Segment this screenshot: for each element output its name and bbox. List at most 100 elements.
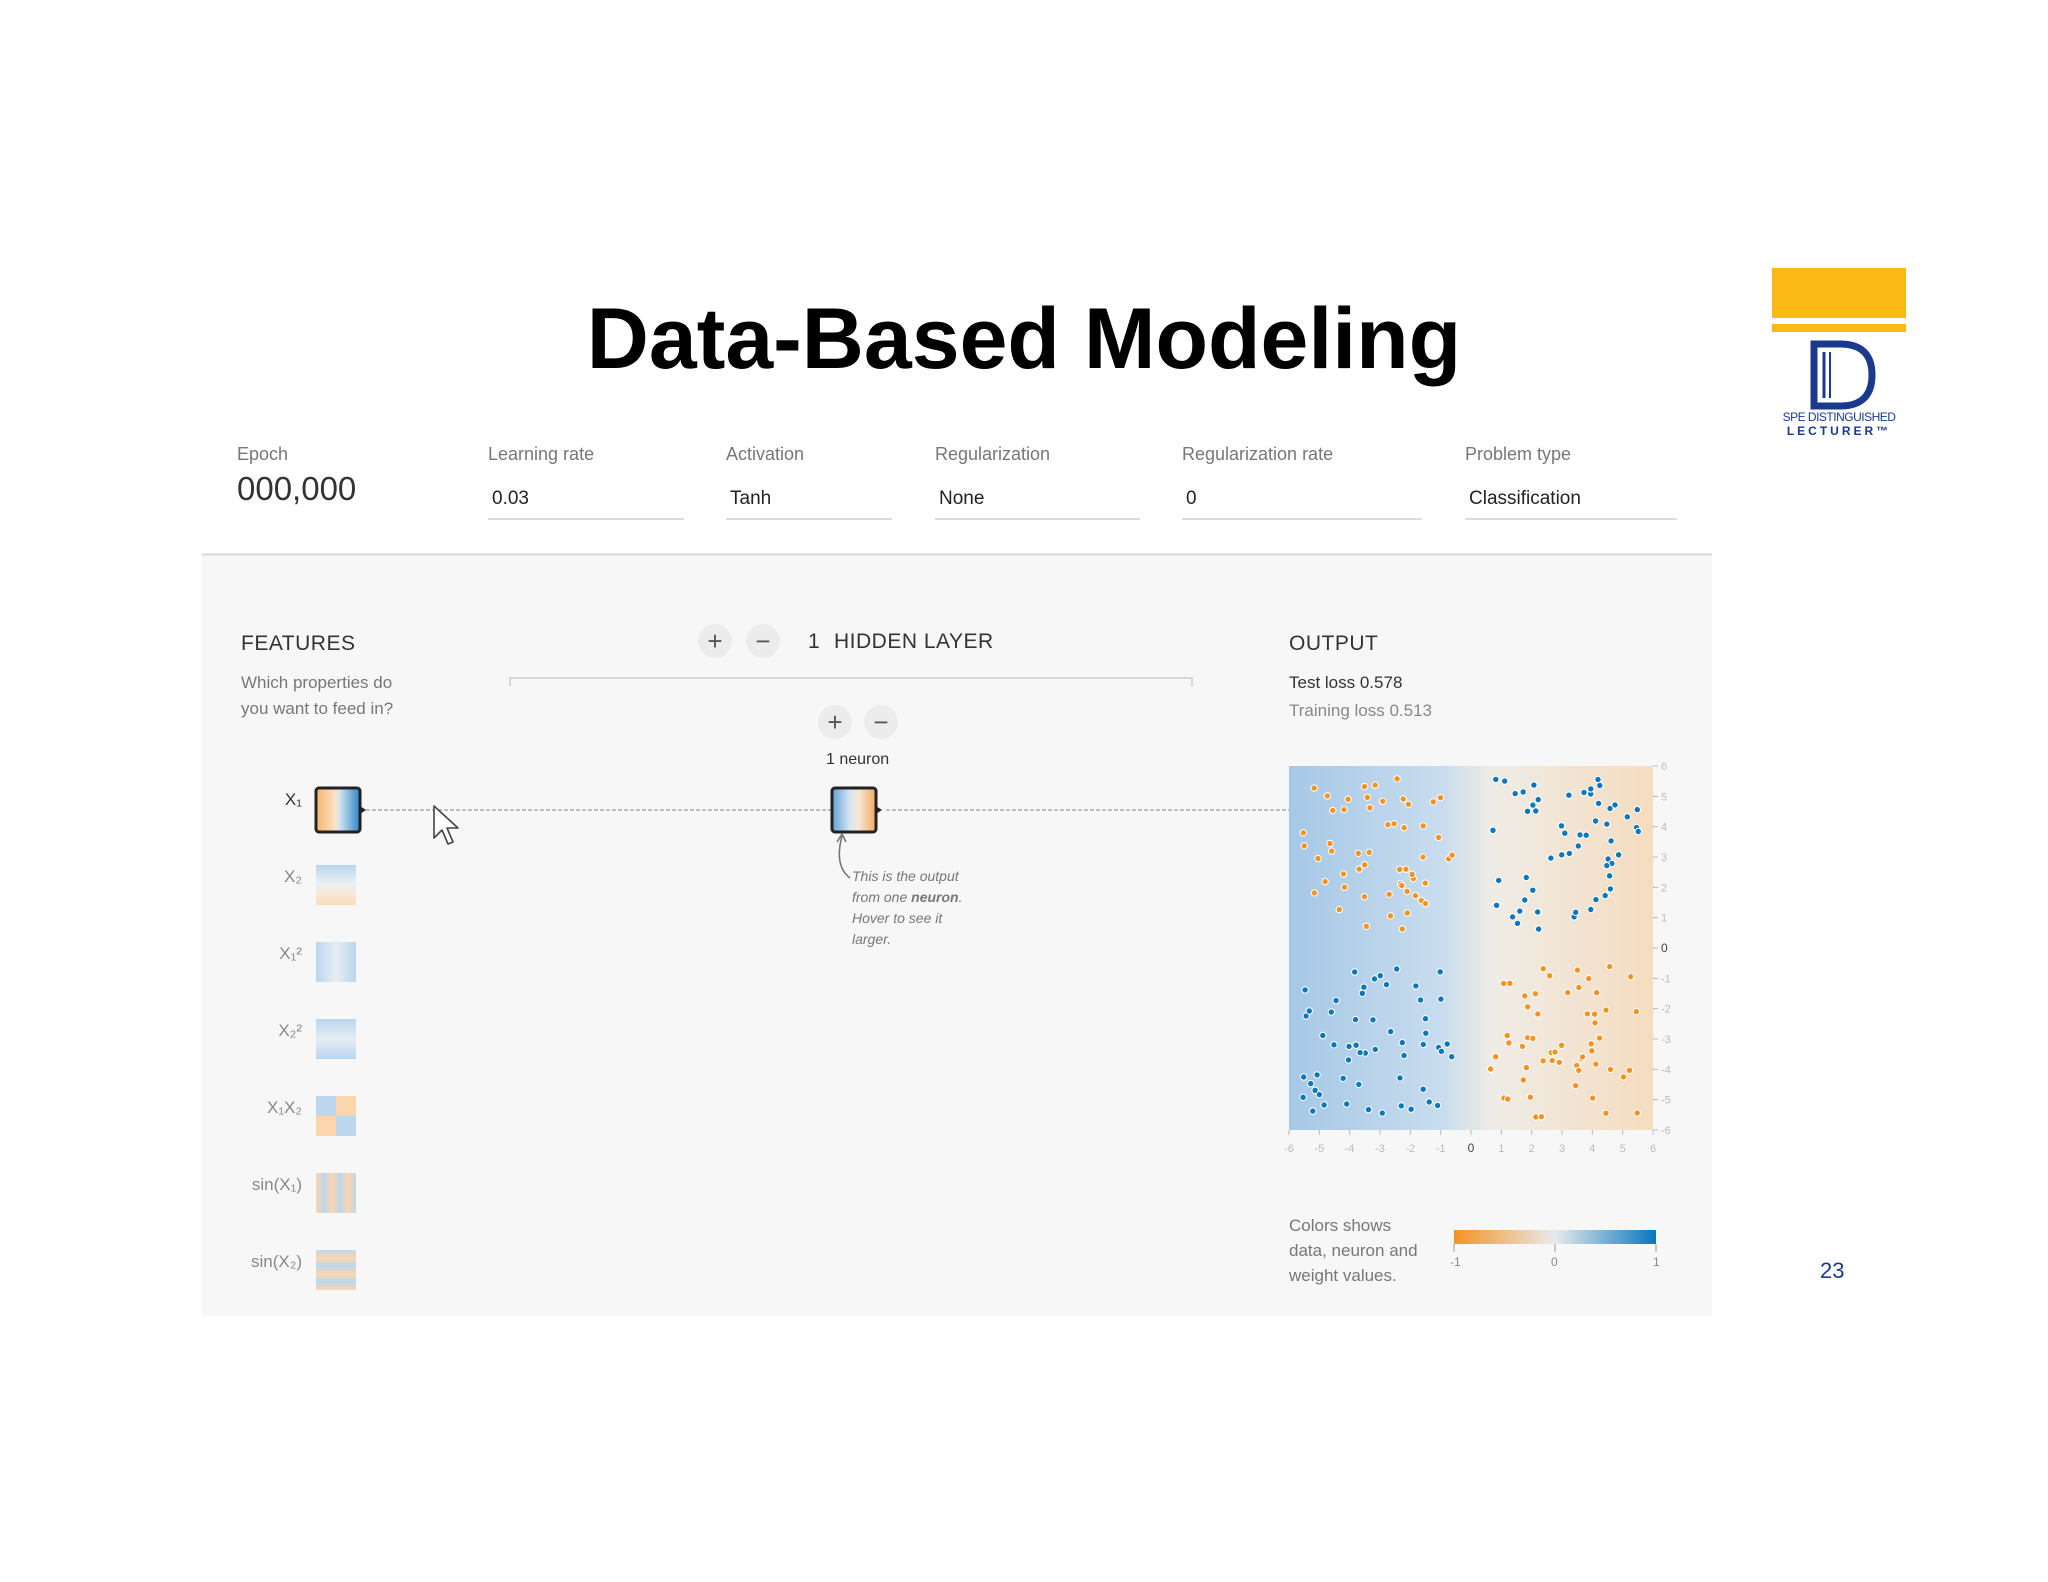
data-point-blue — [1345, 1042, 1353, 1051]
data-point-blue — [1376, 972, 1385, 980]
data-point-blue — [1448, 1053, 1456, 1061]
remove-neuron-button[interactable]: − — [864, 705, 898, 739]
data-point-orange — [1592, 988, 1601, 997]
data-point-orange — [1340, 805, 1348, 814]
data-point-orange — [1564, 988, 1572, 997]
data-point-orange — [1486, 1065, 1495, 1073]
data-point-blue — [1501, 777, 1509, 785]
data-point-orange — [1590, 1010, 1599, 1018]
data-point-orange — [1326, 839, 1334, 848]
data-point-blue — [1355, 1080, 1363, 1089]
feature-x1-box[interactable] — [314, 786, 368, 836]
data-point-orange — [1602, 1109, 1610, 1117]
data-point-orange — [1340, 883, 1349, 891]
feature-x1x2-box[interactable] — [314, 1094, 358, 1138]
y-tick-label: 5 — [1661, 791, 1667, 803]
data-point-orange — [1335, 905, 1343, 914]
data-point-blue — [1299, 1093, 1307, 1101]
hidden-neuron[interactable] — [830, 786, 890, 838]
data-point-blue — [1511, 789, 1519, 798]
data-point-blue — [1319, 1031, 1327, 1040]
data-point-orange — [1386, 912, 1395, 920]
data-point-orange — [1588, 1047, 1596, 1055]
data-point-blue — [1330, 1041, 1338, 1049]
data-point-blue — [1529, 801, 1537, 809]
neuron-note-line2: from one neuron. — [852, 887, 962, 908]
neuron-note: This is the output from one neuron. Hove… — [852, 866, 962, 950]
data-point-blue — [1433, 1101, 1442, 1110]
data-point-orange — [1583, 1010, 1591, 1018]
data-point-orange — [1385, 890, 1393, 899]
data-point-orange — [1393, 775, 1401, 783]
learning-rate-select[interactable]: 0.03 — [492, 488, 529, 509]
data-point-blue — [1557, 822, 1566, 830]
data-point-orange — [1361, 861, 1369, 869]
data-point-blue — [1387, 1027, 1395, 1036]
data-point-orange — [1403, 887, 1411, 896]
data-point-blue — [1437, 1047, 1446, 1055]
feature-label-x2: X₂ — [284, 867, 302, 886]
data-point-blue — [1594, 799, 1603, 808]
neuron-count-label: 1 neuron — [826, 751, 890, 768]
regularization-rate-select[interactable]: 0 — [1186, 488, 1197, 509]
training-loss: Training loss 0.513 — [1289, 701, 1433, 720]
learning-rate-underline — [488, 518, 684, 520]
data-point-blue — [1634, 827, 1642, 836]
data-point-blue — [1611, 801, 1619, 809]
data-point-orange — [1339, 870, 1348, 878]
data-point-orange — [1589, 1094, 1597, 1102]
data-point-orange — [1504, 1095, 1512, 1103]
data-point-orange — [1529, 1034, 1537, 1042]
remove-layer-button[interactable]: − — [746, 624, 780, 658]
feature-label-x1: X₁ — [284, 790, 302, 809]
color-legend-bar: -1 0 1 — [1450, 1230, 1660, 1269]
data-point-orange — [1360, 782, 1369, 791]
data-point-blue — [1516, 907, 1524, 915]
data-point-orange — [1591, 1019, 1599, 1027]
legend-tick-1: 1 — [1653, 1255, 1660, 1269]
y-tick-label: -5 — [1661, 1095, 1671, 1107]
regularization-rate-underline — [1182, 518, 1422, 520]
legend-tick-neg1: -1 — [1450, 1255, 1461, 1269]
data-point-orange — [1503, 1031, 1511, 1040]
x-tick-label: -3 — [1375, 1143, 1385, 1155]
data-point-blue — [1352, 1041, 1360, 1049]
activation-select[interactable]: Tanh — [730, 488, 772, 509]
regularization-select[interactable]: None — [939, 488, 985, 509]
data-point-orange — [1366, 804, 1374, 812]
feature-sin-x1-box[interactable] — [314, 1171, 358, 1215]
data-point-blue — [1360, 983, 1368, 991]
feature-sin-x2-box[interactable] — [314, 1248, 358, 1292]
feature-x1-squared-box[interactable] — [314, 940, 358, 984]
x-tick-label: 5 — [1620, 1143, 1626, 1155]
feature-x2-squared-box[interactable] — [314, 1017, 358, 1061]
data-point-orange — [1546, 972, 1554, 980]
data-point-blue — [1492, 901, 1501, 910]
output-plot[interactable]: 6 5 4 3 2 1 0 -1 -2 -3 -4 -5 -6 -6 -5 -4 -3 -2 -1 0 1 2 3 4 5 6 — [1280, 760, 1680, 1160]
x-tick-label: -4 — [1345, 1143, 1355, 1155]
add-layer-button[interactable]: + — [698, 624, 732, 658]
data-point-orange — [1585, 974, 1593, 983]
problem-type-select[interactable]: Classification — [1469, 488, 1581, 509]
data-point-blue — [1419, 1040, 1428, 1049]
neuron-note-line1: This is the output — [852, 868, 959, 884]
data-point-blue — [1443, 1040, 1451, 1048]
problem-type-underline — [1465, 518, 1677, 520]
data-point-orange — [1355, 865, 1363, 873]
data-point-blue — [1522, 873, 1531, 882]
feature-x2-box[interactable] — [314, 863, 358, 907]
data-point-blue — [1309, 1107, 1317, 1115]
feature-label-x2-squared: X₂² — [278, 1021, 302, 1040]
data-point-blue — [1301, 986, 1309, 994]
data-point-blue — [1492, 775, 1500, 784]
data-point-orange — [1411, 891, 1420, 900]
add-neuron-button[interactable]: + — [818, 705, 852, 739]
logo-text-line1: SPE DISTINGUISHED — [1782, 410, 1896, 424]
data-point-orange — [1539, 965, 1547, 973]
connection-lines — [366, 809, 1306, 811]
data-point-blue — [1300, 1073, 1308, 1081]
y-tick-label: 2 — [1661, 882, 1667, 894]
data-point-orange — [1398, 881, 1406, 890]
data-point-blue — [1320, 1101, 1328, 1109]
data-point-blue — [1436, 968, 1444, 976]
